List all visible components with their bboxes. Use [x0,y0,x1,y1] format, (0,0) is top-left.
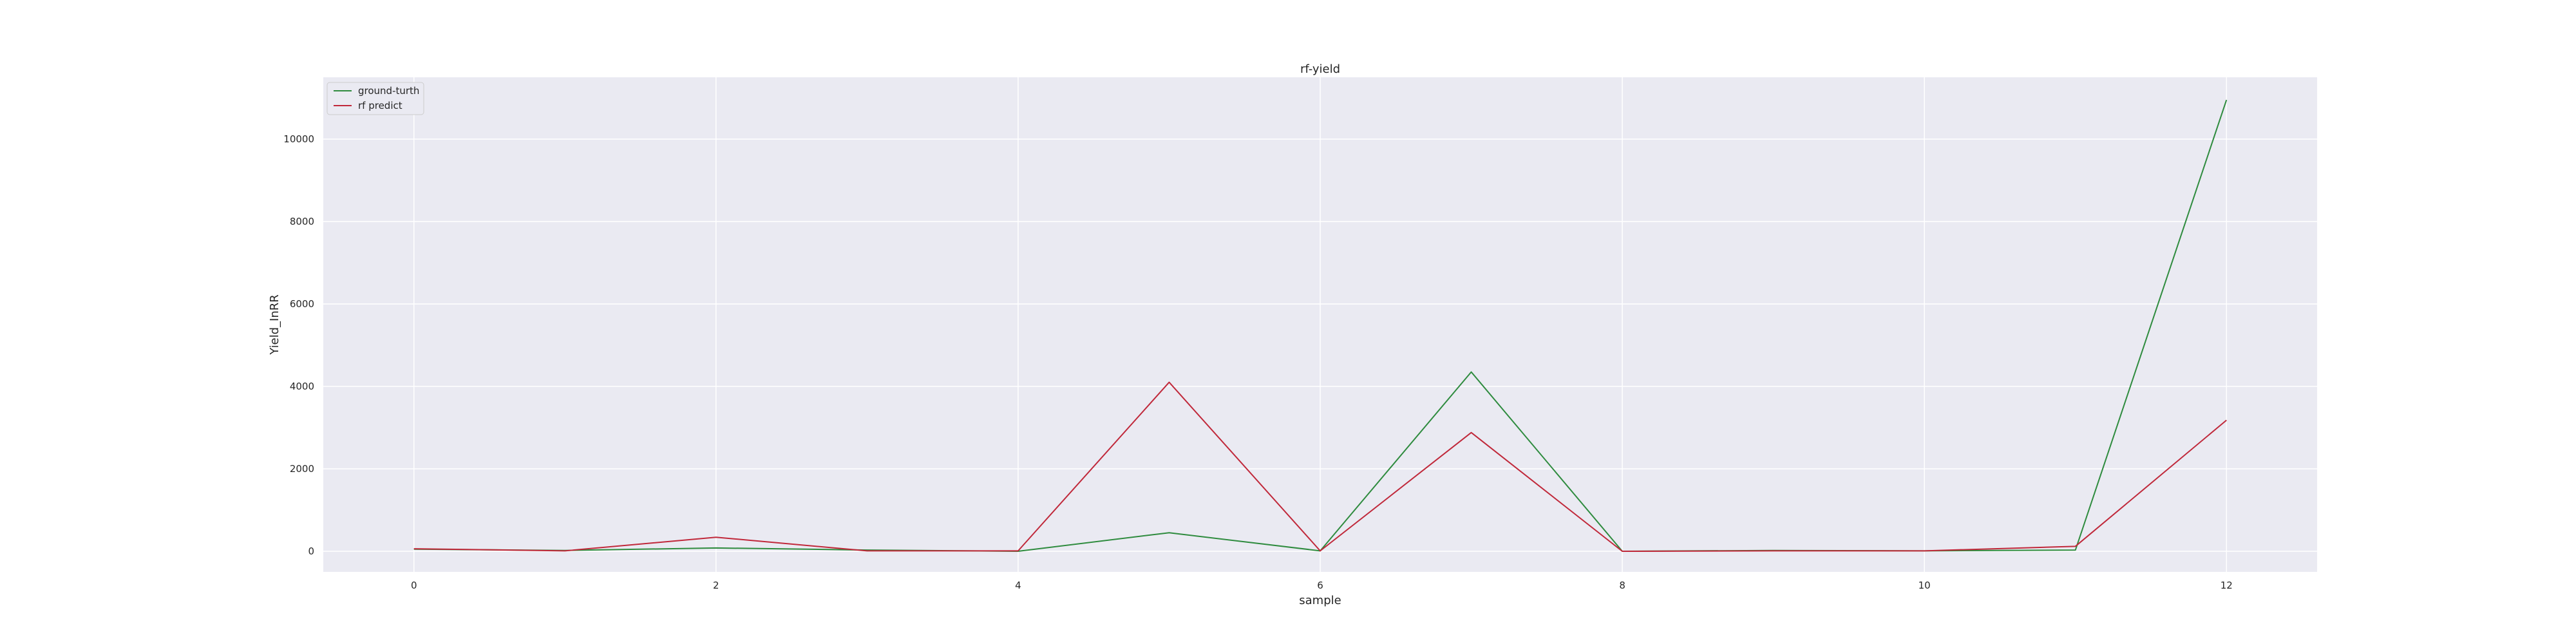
legend-label-ground-turth: ground-turth [358,85,419,97]
grid-lines [323,77,2317,572]
y-tick-label: 6000 [290,298,314,310]
y-tick-label: 2000 [290,463,314,475]
x-tick-label: 2 [713,580,719,591]
legend-label-rf-predict: rf predict [358,100,402,111]
legend: ground-turth rf predict [327,82,424,115]
series-line-rf-predict [413,381,2227,552]
y-tick-labels: 0 2000 4000 6000 8000 10000 [283,133,314,557]
y-axis-label: Yield_InRR [268,294,281,355]
x-tick-label: 10 [1918,580,1931,591]
x-tick-label: 12 [2221,580,2233,591]
y-tick-label: 8000 [290,216,314,227]
series-lines [413,99,2228,552]
y-tick-label: 0 [308,545,314,557]
chart-title: rf-yield [1300,62,1340,76]
x-tick-label: 4 [1015,580,1021,591]
y-tick-label: 10000 [283,133,314,145]
x-tick-labels: 0 2 4 6 8 10 12 [411,580,2233,591]
x-tick-label: 6 [1317,580,1323,591]
x-axis-label: sample [1299,594,1341,607]
x-tick-label: 8 [1619,580,1625,591]
x-tick-label: 0 [411,580,417,591]
y-tick-label: 4000 [290,381,314,392]
